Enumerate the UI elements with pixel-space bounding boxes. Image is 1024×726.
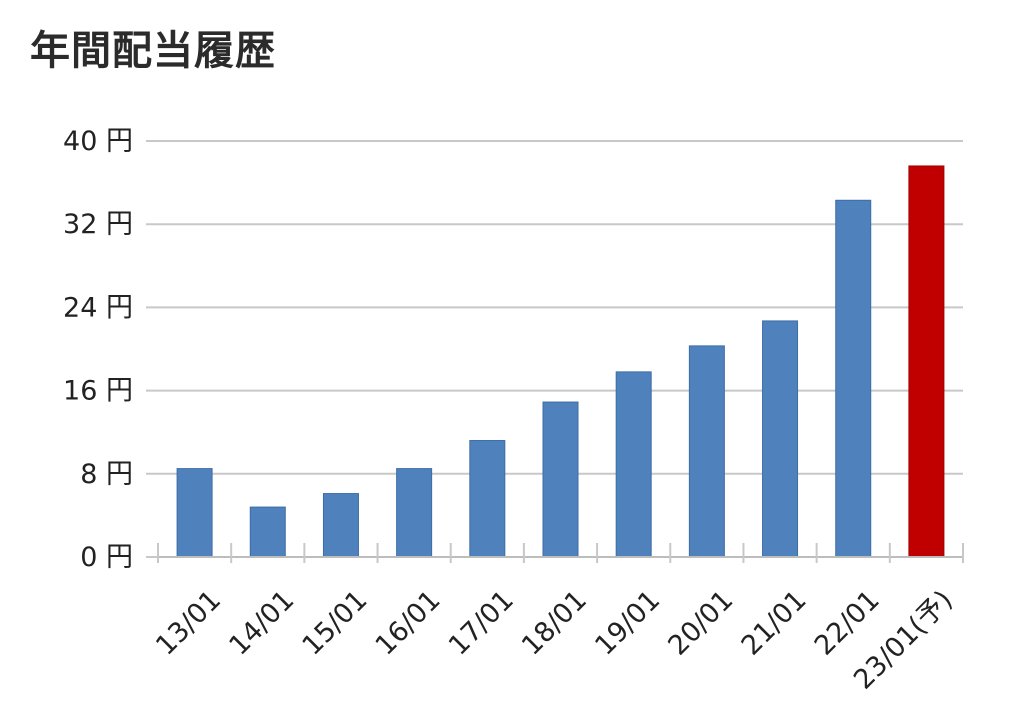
x-tick-label: 17/01: [443, 585, 520, 662]
x-tick-label: 13/01: [150, 585, 227, 662]
x-tick-label: 15/01: [297, 585, 374, 662]
bar: [615, 371, 652, 558]
bar: [908, 165, 945, 558]
bar: [176, 468, 213, 558]
bar: [396, 468, 433, 558]
bar: [322, 493, 359, 558]
y-tick-label: 16 円: [63, 376, 133, 407]
y-tick-label: 0 円: [80, 542, 133, 573]
x-axis: [157, 543, 964, 563]
x-tick-label: 21/01: [736, 585, 813, 662]
bar: [469, 440, 506, 558]
bars: [176, 165, 945, 558]
x-axis-ticks: 13/0114/0115/0116/0117/0118/0119/0120/01…: [150, 585, 959, 696]
bar: [542, 401, 579, 558]
x-tick-label: 14/01: [223, 585, 300, 662]
y-tick-label: 32 円: [63, 209, 133, 240]
y-tick-label: 40 円: [63, 126, 133, 157]
x-tick-label: 16/01: [370, 585, 447, 662]
x-tick-label: 20/01: [662, 585, 739, 662]
x-tick-label: 19/01: [589, 585, 666, 662]
chart-title: 年間配当履歴: [30, 28, 276, 74]
x-tick-label: 18/01: [516, 585, 593, 662]
bar: [688, 345, 725, 558]
bar: [835, 199, 872, 558]
bar: [762, 320, 799, 558]
y-tick-label: 24 円: [63, 292, 133, 323]
bar: [249, 506, 286, 558]
y-tick-label: 8 円: [80, 459, 133, 490]
y-axis-ticks: 0 円 8 円 16 円 24 円 32 円 40 円: [63, 126, 133, 573]
